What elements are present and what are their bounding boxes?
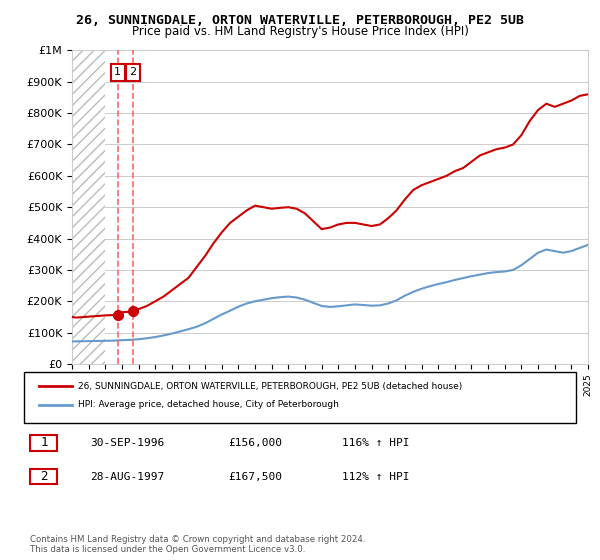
Text: 1: 1	[40, 436, 47, 450]
Text: Price paid vs. HM Land Registry's House Price Index (HPI): Price paid vs. HM Land Registry's House …	[131, 25, 469, 38]
Text: 116% ↑ HPI: 116% ↑ HPI	[342, 438, 409, 448]
Text: 26, SUNNINGDALE, ORTON WATERVILLE, PETERBOROUGH, PE2 5UB: 26, SUNNINGDALE, ORTON WATERVILLE, PETER…	[76, 14, 524, 27]
Text: 28-AUG-1997: 28-AUG-1997	[90, 472, 164, 482]
Text: 112% ↑ HPI: 112% ↑ HPI	[342, 472, 409, 482]
Text: Contains HM Land Registry data © Crown copyright and database right 2024.
This d: Contains HM Land Registry data © Crown c…	[30, 535, 365, 554]
Text: £167,500: £167,500	[228, 472, 282, 482]
Text: 30-SEP-1996: 30-SEP-1996	[90, 438, 164, 448]
Text: 2: 2	[130, 67, 137, 77]
Text: £156,000: £156,000	[228, 438, 282, 448]
Text: 2: 2	[40, 470, 47, 483]
Text: HPI: Average price, detached house, City of Peterborough: HPI: Average price, detached house, City…	[78, 400, 339, 409]
Text: 1: 1	[114, 67, 121, 77]
Text: 26, SUNNINGDALE, ORTON WATERVILLE, PETERBOROUGH, PE2 5UB (detached house): 26, SUNNINGDALE, ORTON WATERVILLE, PETER…	[78, 382, 462, 391]
